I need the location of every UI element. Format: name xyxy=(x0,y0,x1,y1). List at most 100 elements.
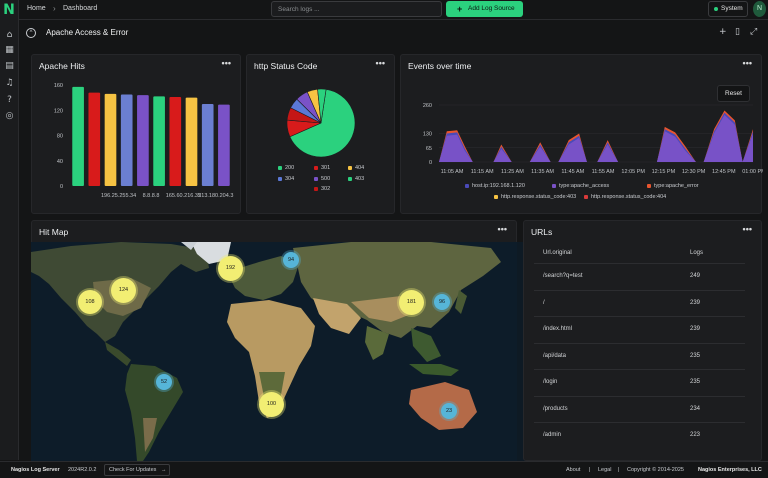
map-cluster[interactable]: 100 xyxy=(259,392,284,417)
panel-title: URLs xyxy=(531,227,553,237)
map-cluster[interactable]: 23 xyxy=(441,403,457,419)
panel-menu-button[interactable]: ••• xyxy=(221,58,231,68)
legend-swatch xyxy=(314,166,318,170)
legend-label: type:apache_access xyxy=(559,183,610,189)
reset-zoom-button[interactable]: Reset xyxy=(717,85,750,102)
add-icon[interactable]: + xyxy=(719,27,727,37)
pie-slice xyxy=(317,88,327,124)
panel-title: Hit Map xyxy=(39,227,69,237)
legend-swatch xyxy=(348,166,352,170)
panel-menu-button[interactable]: ••• xyxy=(375,58,385,68)
table-row[interactable]: / 239 xyxy=(534,289,745,317)
table-row[interactable]: /login 235 xyxy=(534,369,745,396)
delete-icon[interactable]: ▯ xyxy=(735,27,740,37)
legend-label: 302 xyxy=(321,186,331,192)
legend-label: 301 xyxy=(321,165,331,171)
x-tick-label: 165.60.216.35 xyxy=(166,193,201,199)
bar xyxy=(169,96,182,186)
add-log-source-button[interactable]: + Add Log Source xyxy=(446,1,523,17)
legend-swatch xyxy=(278,166,282,170)
table-row[interactable]: /admin 223 xyxy=(534,422,745,449)
table-row[interactable]: /search?q=test 249 xyxy=(534,263,745,290)
y-tick-label: 0 xyxy=(429,160,432,166)
legend-label: 304 xyxy=(285,176,295,182)
dashboard-title: Apache Access & Error xyxy=(46,28,129,37)
footer: Nagios Log Server 2024R2.0.2 Check For U… xyxy=(0,461,768,478)
x-tick-label: 11:25 AM xyxy=(501,169,524,175)
logs-cell: 239 xyxy=(690,299,701,306)
x-tick-label: 12:15 PM xyxy=(652,169,676,175)
world-map[interactable]: 192 94 124 108 181 96 52 100 23 xyxy=(31,242,536,461)
map-cluster[interactable]: 181 xyxy=(399,290,424,315)
breadcrumb-home[interactable]: Home xyxy=(27,5,46,12)
home-icon[interactable]: ⌂ xyxy=(6,30,13,40)
panel-title: http Status Code xyxy=(254,61,318,71)
legend-label: 403 xyxy=(355,176,365,182)
footer-divider: | xyxy=(618,467,620,473)
document-icon[interactable]: ▤ xyxy=(5,61,14,71)
map-cluster[interactable]: 108 xyxy=(78,290,102,314)
url-cell: /admin xyxy=(543,432,562,438)
expand-icon[interactable]: ⤢ xyxy=(750,27,758,37)
avatar[interactable]: N xyxy=(753,1,766,17)
url-cell: /search?q=test xyxy=(543,273,583,279)
logs-cell: 234 xyxy=(690,405,701,412)
search-history-icon[interactable]: ◎ xyxy=(5,111,14,121)
x-tick-label: 12:05 PM xyxy=(621,169,645,175)
x-tick-label: 11:15 AM xyxy=(471,169,494,175)
legend-swatch xyxy=(494,195,498,199)
panel-title: Apache Hits xyxy=(39,61,85,71)
x-tick-label: 196.25.255.34 xyxy=(101,193,136,199)
top-bar: Home › Dashboard Search logs ... + Add L… xyxy=(19,0,768,20)
area-series xyxy=(439,114,753,162)
url-cell: /api/data xyxy=(543,352,567,359)
y-tick-label: 260 xyxy=(423,103,432,109)
about-link[interactable]: About xyxy=(566,467,581,473)
url-column-header[interactable]: Url.original xyxy=(543,250,572,256)
company: Nagios Enterprises, LLC xyxy=(698,467,762,473)
legend-label: host.ip:192.168.1.120 xyxy=(472,183,525,189)
x-tick-label: 01:00 PM xyxy=(742,169,763,175)
legend-label: type:apache_error xyxy=(654,183,699,189)
system-button[interactable]: System xyxy=(708,1,748,17)
table-row[interactable]: /index.html 239 xyxy=(534,316,745,343)
footer-divider: | xyxy=(589,467,591,473)
nagios-logo[interactable]: N xyxy=(3,2,15,18)
pie-slice xyxy=(289,89,356,158)
area-series xyxy=(439,112,753,162)
panel-menu-button[interactable]: ••• xyxy=(742,58,752,68)
legend-swatch xyxy=(584,195,588,199)
legend-label: 404 xyxy=(355,165,365,171)
url-cell: /products xyxy=(543,405,568,412)
panel-menu-button[interactable]: ••• xyxy=(742,224,752,234)
x-tick-label: 11:05 AM xyxy=(441,169,464,175)
dashboard-grid-icon[interactable]: ▦ xyxy=(5,45,14,55)
legend-swatch xyxy=(647,184,651,188)
url-cell: / xyxy=(543,299,545,306)
breadcrumb-dashboard[interactable]: Dashboard xyxy=(63,5,98,12)
search-input[interactable]: Search logs ... xyxy=(271,1,442,17)
check-updates-button[interactable] xyxy=(104,464,170,476)
panel-menu-button[interactable]: ••• xyxy=(497,224,507,234)
map-cluster[interactable]: 96 xyxy=(434,294,450,310)
help-icon[interactable]: ? xyxy=(7,95,12,105)
logs-column-header[interactable]: Logs xyxy=(690,250,704,256)
status-code-pie xyxy=(286,88,356,158)
events-area-chart: 0 65 130 260 11:05 AM 11:15 AM 11:25 AM 11:35 A… xyxy=(423,103,763,175)
map-cluster[interactable]: 192 xyxy=(218,256,243,281)
table-row[interactable]: /products 234 xyxy=(534,395,745,423)
x-tick-label: 12:30 PM xyxy=(682,169,706,175)
table-row[interactable]: /api/data 235 xyxy=(534,342,745,370)
map-cluster[interactable]: 52 xyxy=(156,374,172,390)
bell-icon[interactable]: ♫ xyxy=(5,78,14,88)
x-tick-label: 11:35 AM xyxy=(531,169,554,175)
legend-swatch xyxy=(465,184,469,188)
map-cluster[interactable]: 94 xyxy=(283,252,299,268)
plus-icon: + xyxy=(457,4,463,14)
y-tick-label: 120 xyxy=(54,108,63,114)
logs-cell: 249 xyxy=(690,273,701,279)
collapse-icon[interactable]: ^ xyxy=(26,28,36,38)
legal-link[interactable]: Legal xyxy=(598,467,612,473)
map-cluster[interactable]: 124 xyxy=(111,278,136,303)
